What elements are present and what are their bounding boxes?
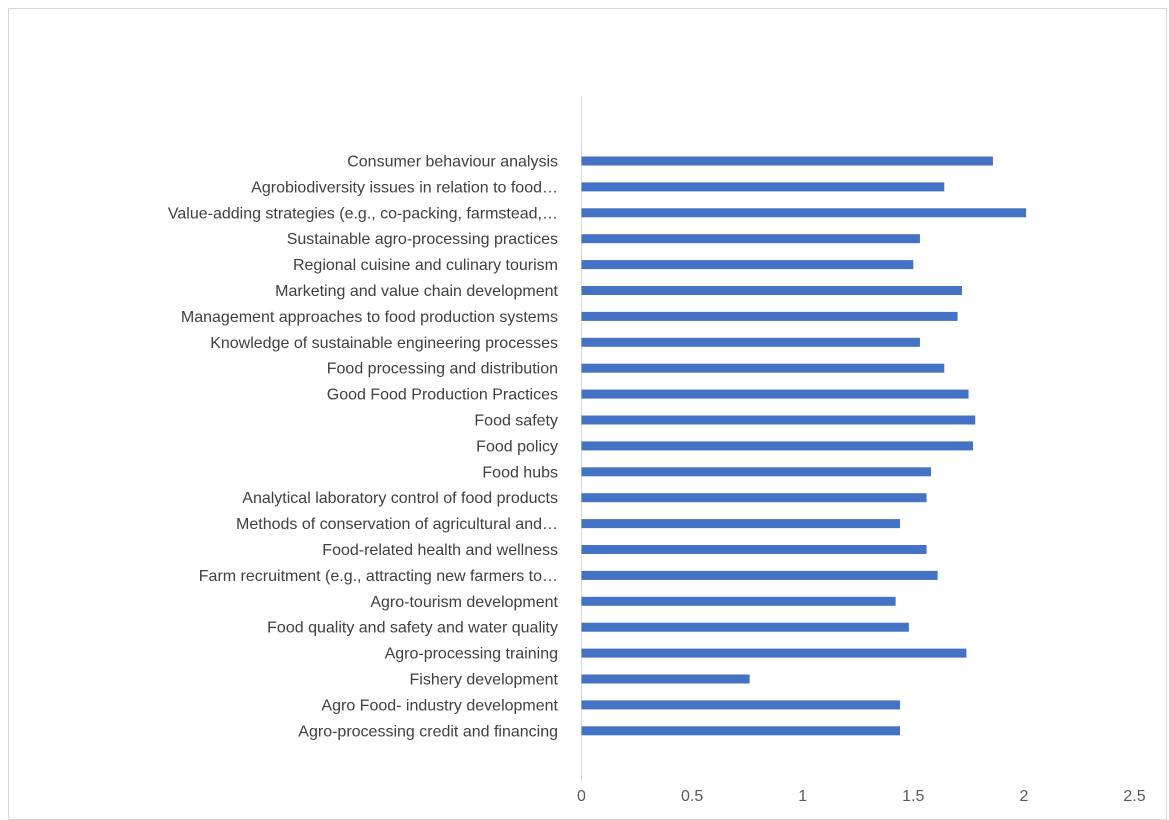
bar — [581, 415, 976, 425]
bar — [581, 648, 967, 658]
x-tick-labels: 0 0.5 1 1.5 2 2.5 — [577, 788, 1146, 805]
bar — [581, 260, 914, 270]
category-label: Agro-tourism development — [370, 594, 558, 611]
category-label: Value-adding strategies (e.g., co-packin… — [168, 205, 558, 222]
bar — [581, 622, 909, 632]
category-label: Regional cuisine and culinary tourism — [293, 257, 558, 274]
category-label: Fishery development — [409, 672, 558, 689]
category-label: Consumer behaviour analysis — [347, 154, 558, 171]
category-label: Farm recruitment (e.g., attracting new f… — [199, 568, 558, 585]
x-tick-label: 2 — [1019, 788, 1028, 805]
bar-chart: Consumer behaviour analysis Agrobiodivers… — [168, 96, 1146, 805]
category-label: Analytical laboratory control of food pr… — [242, 490, 558, 507]
bar — [581, 493, 927, 503]
bar — [581, 311, 958, 321]
category-label: Food policy — [476, 438, 558, 455]
category-label: Agro-processing credit and financing — [298, 723, 558, 740]
x-tick-label: 1 — [798, 788, 807, 805]
bars-group — [581, 156, 1027, 736]
bar — [581, 674, 750, 684]
category-label: Good Food Production Practices — [327, 387, 558, 404]
bar — [581, 519, 901, 529]
bar — [581, 337, 920, 347]
bar — [581, 182, 945, 192]
bar — [581, 467, 931, 477]
category-label: Agro-processing training — [385, 646, 558, 663]
category-label: Methods of conservation of agricultural … — [236, 516, 558, 533]
bar — [581, 389, 969, 399]
bar — [581, 726, 901, 736]
bar — [581, 441, 974, 451]
category-label: Food processing and distribution — [327, 361, 558, 378]
category-label: Agrobiodiversity issues in relation to f… — [251, 179, 558, 196]
category-labels: Consumer behaviour analysis Agrobiodivers… — [168, 154, 559, 741]
category-label: Food safety — [474, 413, 558, 430]
bar — [581, 156, 993, 166]
category-label: Food hubs — [482, 464, 558, 481]
bar — [581, 596, 896, 606]
x-tick-label: 1.5 — [902, 788, 924, 805]
category-label: Marketing and value chain development — [275, 283, 558, 300]
category-label: Knowledge of sustainable engineering pro… — [210, 335, 558, 352]
chart-frame: Consumer behaviour analysis Agrobiodivers… — [8, 8, 1167, 820]
category-label: Food-related health and wellness — [322, 542, 558, 559]
category-label: Food quality and safety and water qualit… — [267, 620, 558, 637]
bar — [581, 286, 962, 295]
bar — [581, 545, 927, 554]
bar — [581, 234, 920, 244]
x-tick-label: 2.5 — [1123, 788, 1145, 805]
category-label: Management approaches to food production… — [181, 309, 558, 326]
category-label: Sustainable agro-processing practices — [287, 231, 558, 248]
category-label: Agro Food- industry development — [321, 697, 558, 714]
bar — [581, 700, 901, 710]
bar — [581, 208, 1027, 218]
x-tick-label: 0.5 — [681, 788, 703, 805]
bar — [581, 363, 945, 373]
x-tick-label: 0 — [577, 788, 586, 805]
bar — [581, 570, 938, 580]
